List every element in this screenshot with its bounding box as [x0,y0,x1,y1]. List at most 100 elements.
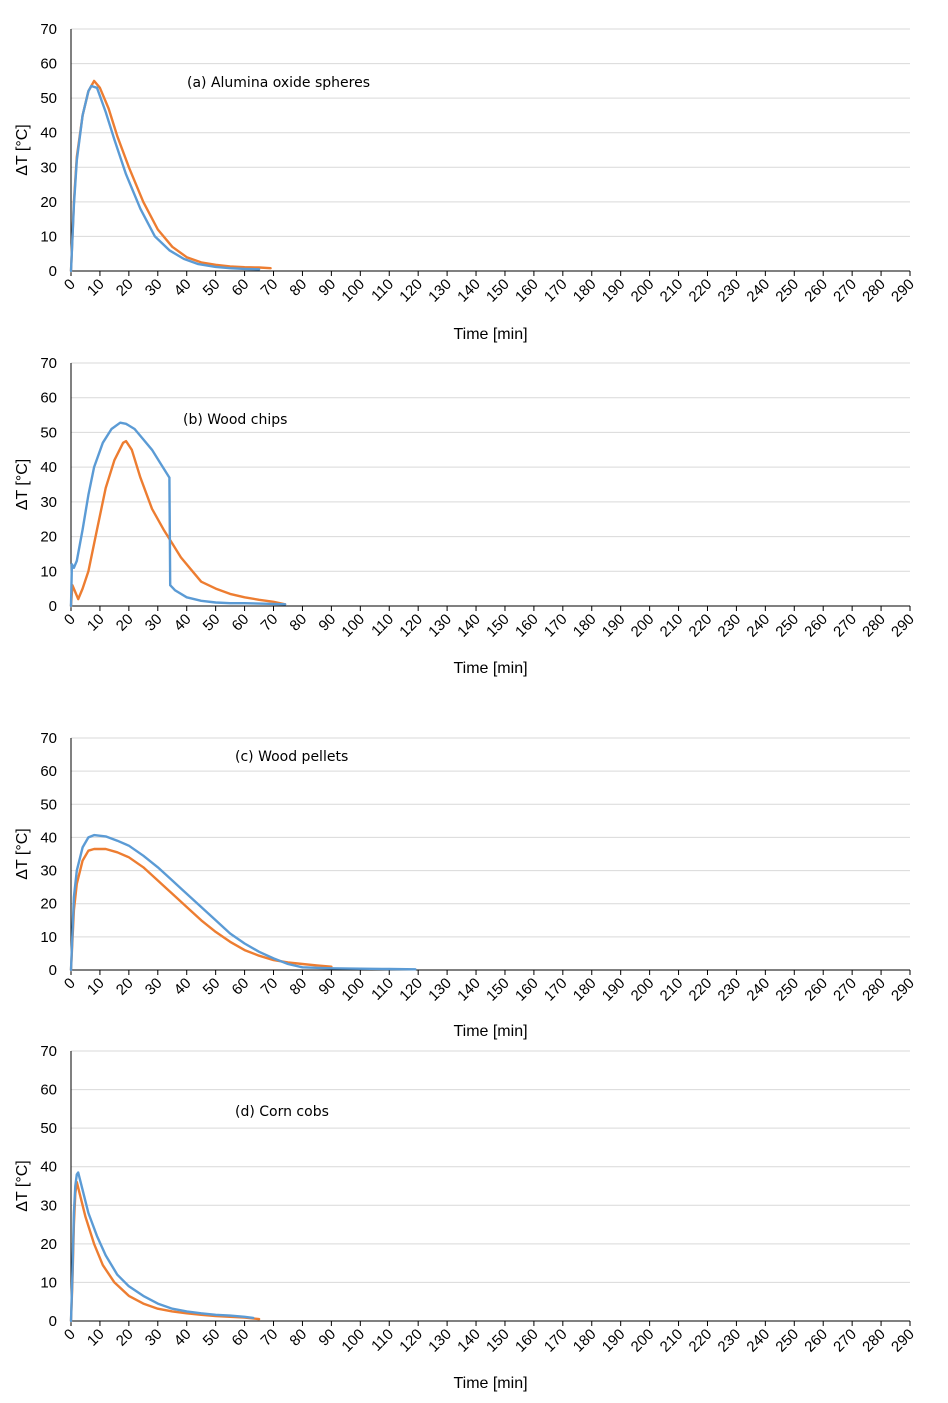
x-tick-label: 10 [84,1326,108,1350]
x-tick-label: 270 [830,975,860,1005]
x-tick-label: 60 [229,611,253,635]
x-tick-label: 280 [859,276,889,306]
x-tick-label: 20 [113,611,137,635]
x-tick-label: 290 [888,975,918,1005]
x-tick-label: 130 [425,611,455,641]
x-tick-label: 230 [715,975,745,1005]
x-tick-label: 120 [396,1326,426,1356]
x-tick-label: 260 [801,611,831,641]
y-tick-label: 20 [40,194,57,211]
x-tick-label: 170 [541,975,571,1005]
y-tick-label: 10 [40,929,57,946]
y-tick-label: 30 [40,494,57,511]
x-tick-label: 170 [541,1326,571,1356]
x-tick-label: 60 [229,975,253,999]
x-tick-label: 40 [171,975,195,999]
x-tick-label: 30 [142,1326,166,1350]
x-tick-label: 250 [772,611,802,641]
x-tick-label: 100 [338,975,368,1005]
x-tick-label: 230 [715,276,745,306]
y-tick-label: 60 [40,1082,57,1099]
y-tick-label: 20 [40,529,57,546]
x-tick-label: 30 [142,611,166,635]
x-tick-label: 70 [258,611,282,635]
x-tick-label: 70 [258,1326,282,1350]
y-axis-title: ΔT [°C] [14,459,31,510]
x-tick-label: 280 [859,611,889,641]
series-line-blue [69,1171,255,1323]
x-tick-label: 170 [541,276,571,306]
x-tick-label: 240 [743,1326,773,1356]
x-tick-label: 240 [743,276,773,306]
y-tick-label: 30 [40,863,57,880]
series-line-orange [69,79,272,273]
x-tick-label: 140 [454,975,484,1005]
y-tick-label: 0 [49,962,57,979]
x-tick-label: 270 [830,276,860,306]
x-tick-label: 90 [315,975,339,999]
y-tick-label: 50 [40,1120,57,1137]
x-tick-label: 210 [657,611,687,641]
x-tick-label: 270 [830,611,860,641]
x-tick-label: 220 [686,1326,716,1356]
x-tick-label: 140 [454,276,484,306]
y-tick-label: 60 [40,56,57,73]
y-tick-label: 10 [40,1274,57,1291]
x-tick-label: 150 [483,276,513,306]
x-axis-title: Time [min] [453,1375,527,1392]
x-tick-label: 220 [686,975,716,1005]
y-tick-label: 70 [40,355,57,372]
x-tick-label: 240 [743,975,773,1005]
x-tick-label: 40 [171,1326,195,1350]
x-tick-label: 140 [454,1326,484,1356]
x-tick-label: 180 [570,611,600,641]
y-tick-label: 60 [40,763,57,780]
x-tick-label: 150 [483,975,513,1005]
x-tick-label: 0 [61,276,79,294]
x-tick-label: 110 [368,975,397,1004]
x-tick-label: 170 [541,611,571,641]
x-tick-label: 40 [171,276,195,300]
x-tick-label: 290 [888,276,918,306]
x-tick-label: 20 [113,1326,137,1350]
x-tick-label: 90 [315,1326,339,1350]
x-tick-label: 200 [628,1326,658,1356]
y-tick-label: 50 [40,424,57,441]
x-tick-label: 50 [200,975,224,999]
x-tick-label: 40 [171,611,195,635]
x-tick-label: 70 [258,975,282,999]
y-tick-label: 20 [40,896,57,913]
x-tick-label: 100 [338,1326,368,1356]
x-tick-label: 90 [315,276,339,300]
x-axis-title: Time [min] [453,326,527,343]
x-tick-label: 110 [368,1326,397,1355]
y-tick-label: 10 [40,228,57,245]
x-axis-title: Time [min] [453,1023,527,1040]
x-tick-label: 60 [229,276,253,300]
x-tick-label: 160 [512,1326,542,1356]
y-tick-label: 40 [40,125,57,142]
x-tick-label: 100 [338,276,368,306]
y-tick-label: 40 [40,1159,57,1176]
x-tick-label: 280 [859,1326,889,1356]
x-tick-label: 180 [570,1326,600,1356]
y-tick-label: 60 [40,390,57,407]
x-tick-label: 230 [715,1326,745,1356]
chart-annotation: (c) Wood pellets [235,749,348,765]
x-tick-label: 30 [142,975,166,999]
y-tick-label: 30 [40,1197,57,1214]
x-tick-label: 180 [570,276,600,306]
y-tick-label: 70 [40,730,57,747]
y-tick-label: 20 [40,1236,57,1253]
y-tick-label: 70 [40,1043,57,1060]
x-tick-label: 120 [396,975,426,1005]
x-tick-label: 210 [657,1326,687,1356]
x-tick-label: 160 [512,276,542,306]
y-tick-label: 0 [49,598,57,615]
x-tick-label: 260 [801,975,831,1005]
y-tick-label: 0 [49,1313,57,1330]
x-tick-label: 190 [599,276,629,306]
x-tick-label: 260 [801,276,831,306]
x-tick-label: 110 [368,276,397,305]
